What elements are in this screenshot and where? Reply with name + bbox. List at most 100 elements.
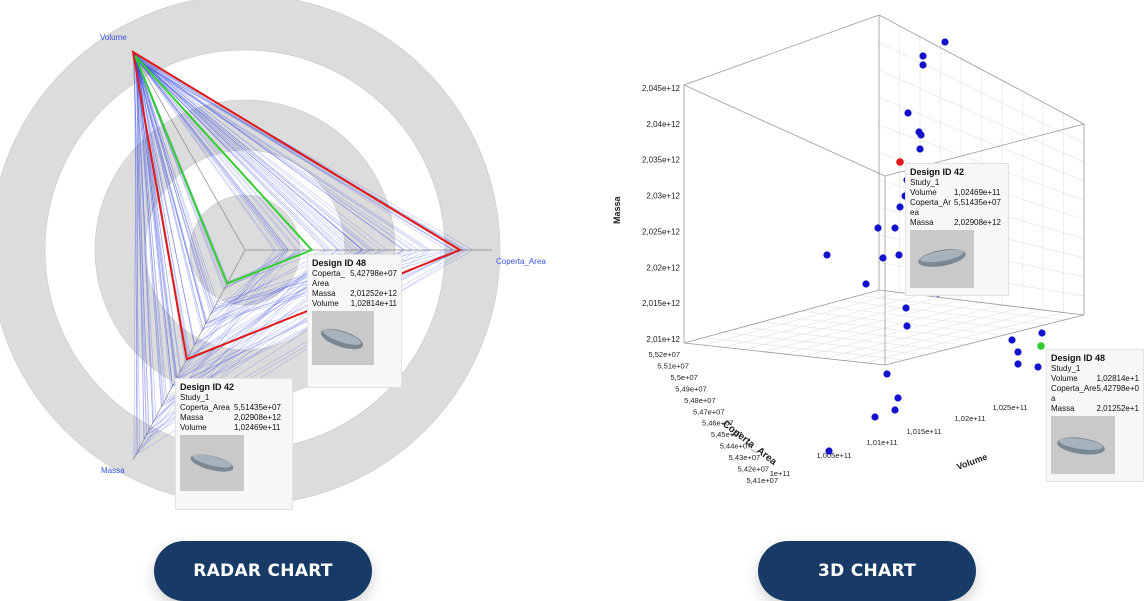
radar-series-line bbox=[136, 58, 364, 373]
radar-tooltip-design-48: Design ID 48 Coperta_Area 5,42798e+07 Mas… bbox=[307, 254, 402, 388]
radar-series-line bbox=[135, 56, 297, 424]
radar-series-line bbox=[133, 53, 344, 345]
3d-chart-button[interactable]: 3D CHART bbox=[758, 541, 976, 601]
x-tick-label: 1e+11 bbox=[770, 469, 791, 478]
scatter3d-point-design-48 bbox=[1037, 342, 1045, 350]
radar-series-line bbox=[135, 56, 284, 346]
z-tick-label: 2,02e+12 bbox=[646, 263, 680, 272]
grid-line bbox=[878, 124, 1085, 201]
y-tick-label: 5,46e+07 bbox=[702, 419, 734, 428]
radar-series-line bbox=[134, 53, 327, 453]
scatter3d-point bbox=[903, 322, 911, 330]
radar-series-line bbox=[137, 59, 359, 381]
radar-series-line bbox=[135, 57, 414, 398]
tooltip-title: Design ID 42 bbox=[180, 382, 235, 392]
grid-line bbox=[878, 97, 1085, 182]
hull-thumbnail-image bbox=[312, 311, 374, 365]
radar-chart-button[interactable]: RADAR CHART bbox=[154, 541, 372, 601]
radar-series-line bbox=[133, 52, 382, 358]
cube-edge bbox=[683, 289, 880, 344]
tooltip-title: Design ID 48 bbox=[312, 258, 367, 268]
y-tick-label: 5,51e+07 bbox=[657, 361, 689, 370]
scatter3d-point bbox=[825, 447, 833, 455]
x-tick-label: 1,005e+11 bbox=[816, 451, 851, 460]
grid-line bbox=[864, 312, 1064, 364]
scatter3d-tooltip-design-42: Design ID 42 Study_1 Volume 1,02469e+11 C… bbox=[905, 163, 1009, 296]
radar-series-line bbox=[137, 59, 419, 407]
z-tick-label: 2,025e+12 bbox=[642, 227, 681, 236]
hull-thumbnail-image bbox=[1051, 416, 1115, 474]
radar-series-line bbox=[137, 59, 353, 405]
z-tick-label: 2,045e+12 bbox=[642, 84, 681, 93]
tooltip-row: Massa 2,02908e+12 bbox=[180, 413, 281, 422]
tooltip-title: Design ID 42 bbox=[910, 167, 965, 177]
tooltip-row: Coperta_Area 5,51435e+07 bbox=[910, 198, 1001, 217]
radar-series-line bbox=[135, 56, 350, 379]
radar-series-line bbox=[135, 57, 290, 291]
y-tick-label: 5,52e+07 bbox=[649, 350, 681, 359]
radar-tooltip-design-42: Design ID 42 Study_1 Coperta_Area 5,51435… bbox=[175, 378, 293, 510]
scatter3d-grid bbox=[683, 14, 1085, 366]
scatter3d-point bbox=[896, 203, 904, 211]
tooltip-title: Design ID 48 bbox=[1051, 353, 1106, 363]
radar-series-line bbox=[138, 61, 346, 387]
x-tick-label: 1,015e+11 bbox=[906, 427, 941, 436]
scatter3d-point bbox=[823, 251, 831, 259]
y-tick-label: 5,49e+07 bbox=[675, 384, 707, 393]
radar-series-line bbox=[135, 55, 340, 310]
radar-series-line bbox=[133, 56, 289, 460]
radar-series-line bbox=[136, 57, 287, 440]
radar-series-line bbox=[135, 56, 388, 303]
radar-series-line bbox=[134, 55, 355, 418]
hull-thumbnail-image bbox=[180, 435, 244, 491]
tooltip-row: Coperta_Area 5,42798e+0 bbox=[1051, 384, 1139, 403]
scatter3d-point-design-42 bbox=[896, 158, 904, 166]
grid-line bbox=[800, 310, 1005, 336]
radar-series-line bbox=[132, 51, 364, 324]
z-axis-label-massa: Massa bbox=[612, 195, 622, 224]
scatter3d-point bbox=[895, 251, 903, 259]
grid-line bbox=[781, 316, 985, 341]
z-tick-label: 2,035e+12 bbox=[642, 156, 681, 165]
scatter3d-point bbox=[1008, 336, 1016, 344]
radar-series-line bbox=[136, 57, 277, 390]
scatter3d-point bbox=[917, 131, 925, 139]
scatter3d-point bbox=[891, 224, 899, 232]
scatter3d-point bbox=[879, 254, 887, 262]
x-tick-label: 1,01e+11 bbox=[867, 438, 898, 447]
radar-series-line bbox=[136, 60, 364, 453]
radar-series-line bbox=[134, 55, 373, 314]
tooltip-study: Study_1 bbox=[180, 393, 210, 402]
cube-edge bbox=[683, 342, 886, 366]
tooltip-study: Study_1 bbox=[1051, 364, 1081, 373]
grid-line bbox=[878, 42, 1085, 144]
scatter3d-tick-labels: 2,01e+12 2,015e+12 2,02e+12 2,025e+12 2,03e+… bbox=[642, 84, 1028, 485]
cube-edge bbox=[683, 84, 886, 177]
radar-series-line bbox=[132, 51, 404, 431]
x-tick-label: 1,025e+11 bbox=[992, 403, 1027, 412]
radar-series-line bbox=[134, 55, 289, 355]
radar-series-line bbox=[134, 54, 287, 372]
scatter3d-tooltip-design-48: Design ID 48 Study_1 Volume 1,02814e+1 Co… bbox=[1046, 349, 1144, 482]
radar-series-line bbox=[133, 52, 369, 324]
radar-series-line bbox=[134, 53, 341, 449]
grid-line bbox=[824, 307, 1023, 359]
radar-series-line bbox=[133, 52, 326, 287]
grid-line bbox=[804, 304, 1003, 357]
scatter3d-point bbox=[894, 394, 902, 402]
radar-axes bbox=[132, 51, 492, 461]
scatter3d-point bbox=[874, 224, 882, 232]
x-axis-label-volume: Volume bbox=[955, 452, 988, 472]
radar-series-line bbox=[137, 60, 275, 379]
radar-axis-label-volume: Volume bbox=[100, 33, 127, 42]
cube-edge bbox=[884, 314, 1085, 366]
tooltip-row: Massa 2,02908e+12 bbox=[910, 218, 1001, 227]
radar-series-line bbox=[137, 60, 305, 282]
x-tick-label: 1,02e+11 bbox=[955, 414, 986, 423]
tooltip-row: Volume 1,02814e+11 bbox=[312, 299, 397, 308]
y-tick-label: 5,43e+07 bbox=[729, 453, 761, 462]
scatter3d-point bbox=[871, 413, 879, 421]
z-tick-label: 2,01e+12 bbox=[646, 335, 680, 344]
radar-series-line bbox=[134, 55, 330, 313]
radar-series-line bbox=[132, 51, 465, 436]
